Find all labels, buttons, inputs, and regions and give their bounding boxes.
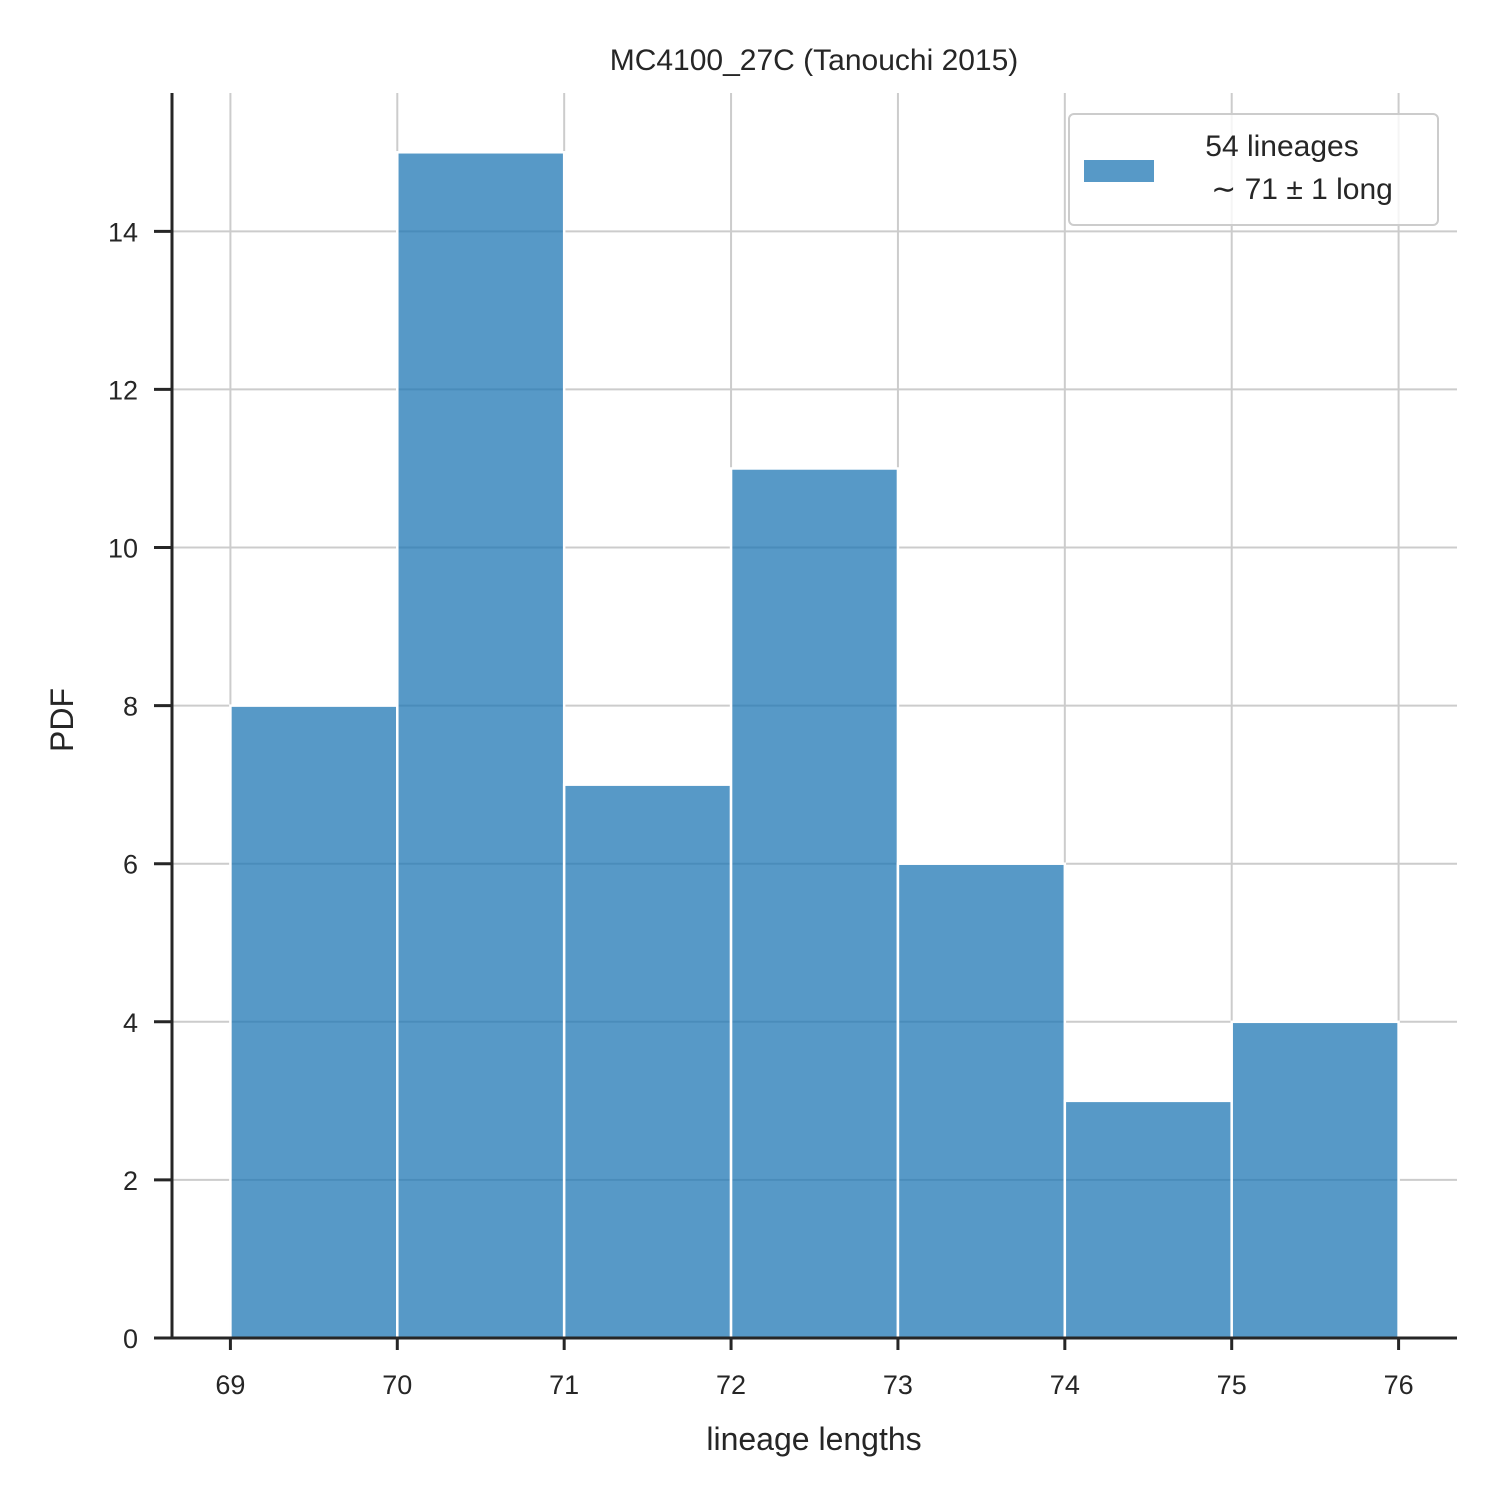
axes [170, 93, 1457, 1340]
y-tick-label-2: 4 [123, 1008, 138, 1038]
y-tick-label-3: 6 [123, 850, 138, 880]
y-tick-label-6: 12 [108, 375, 138, 405]
x-tick-label-0: 69 [215, 1370, 245, 1400]
x-tick-label-1: 70 [382, 1370, 412, 1400]
histogram-bar-4 [896, 862, 1067, 1340]
y-tick-label-0: 0 [123, 1324, 138, 1354]
legend-label-line1: 54 lineages [1205, 130, 1358, 163]
y-axis-label: PDF [44, 688, 80, 752]
tick-marks: 69 70 71 72 73 74 75 76 0 2 4 6 8 10 12 14 [108, 217, 1414, 1400]
histogram-bar-6 [1230, 1020, 1400, 1340]
y-tick-label-7: 14 [108, 217, 138, 247]
y-tick-label-4: 8 [123, 692, 138, 722]
legend-label-line2: ∼ 71 ± 1 long [1211, 173, 1393, 206]
x-tick-label-6: 75 [1217, 1370, 1247, 1400]
chart-title: MC4100_27C (Tanouchi 2015) [610, 44, 1019, 77]
legend-frame [1068, 113, 1439, 226]
x-tick-label-5: 74 [1050, 1370, 1080, 1400]
histogram-bars [229, 151, 1400, 1340]
y-tick-label-1: 2 [123, 1166, 138, 1196]
x-axis-label: lineage lengths [706, 1421, 921, 1457]
histogram-bar-5 [1063, 1099, 1233, 1340]
histogram-bar-2 [562, 783, 733, 1340]
x-tick-label-2: 71 [549, 1370, 579, 1400]
histogram-bar-1 [396, 151, 566, 1340]
histogram-bar-0 [229, 704, 399, 1340]
x-tick-label-4: 73 [883, 1370, 913, 1400]
x-tick-label-7: 76 [1384, 1370, 1414, 1400]
y-tick-label-5: 10 [108, 534, 138, 564]
legend: 54 lineages ∼ 71 ± 1 long [1068, 113, 1439, 226]
x-tick-label-3: 72 [716, 1370, 746, 1400]
legend-swatch [1084, 160, 1154, 182]
histogram-bar-3 [729, 467, 900, 1340]
